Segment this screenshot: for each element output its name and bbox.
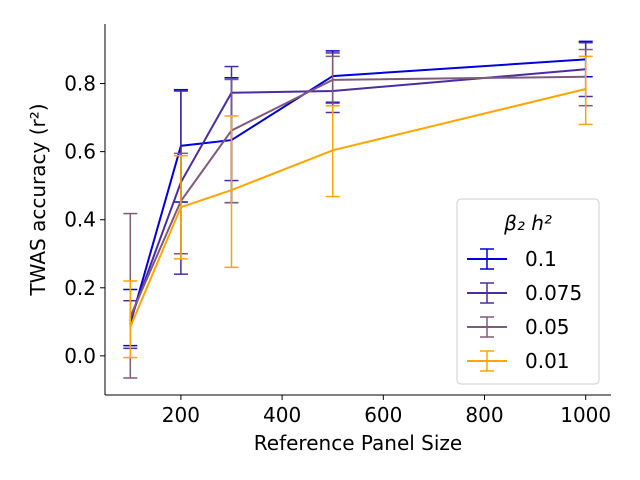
x-tick-label: 400 — [263, 403, 301, 427]
legend-entry-0.05: 0.05 — [467, 315, 570, 339]
x-tick-label: 600 — [364, 403, 402, 427]
plot-area — [123, 40, 593, 379]
y-tick-label: 0.8 — [64, 72, 96, 96]
y-ticks: 0.0 0.2 0.4 0.6 0.8 — [64, 72, 105, 368]
x-axis-label: Reference Panel Size — [254, 431, 462, 455]
legend-label: 0.1 — [525, 247, 557, 271]
data-point — [584, 88, 587, 91]
data-point — [179, 206, 182, 209]
y-tick-label: 0.2 — [64, 276, 96, 300]
axes — [104, 24, 611, 396]
data-point — [331, 78, 334, 81]
legend-label: 0.01 — [525, 349, 570, 373]
data-point — [129, 325, 132, 328]
data-point — [230, 189, 233, 192]
y-axis-label: TWAS accuracy (r²) — [26, 103, 50, 296]
data-point — [331, 149, 334, 152]
legend-title: β₂ h² — [503, 211, 552, 235]
legend-entry-0.01: 0.01 — [467, 349, 570, 373]
legend-entry-0.1: 0.1 — [467, 247, 557, 271]
legend-entry-0.075: 0.075 — [467, 281, 582, 305]
y-tick-label: 0.0 — [64, 344, 96, 368]
x-tick-label: 800 — [465, 403, 503, 427]
legend-label: 0.05 — [525, 315, 570, 339]
x-tick-label: 200 — [162, 403, 200, 427]
legend: β₂ h² 0.1 0.075 0.05 0.01 — [456, 198, 600, 385]
series-0.01 — [123, 55, 593, 359]
y-tick-label: 0.6 — [64, 140, 96, 164]
y-tick-label: 0.4 — [64, 208, 96, 232]
x-ticks: 200 400 600 800 1000 — [162, 395, 611, 427]
legend-label: 0.075 — [525, 281, 582, 305]
x-tick-label: 1000 — [560, 403, 611, 427]
